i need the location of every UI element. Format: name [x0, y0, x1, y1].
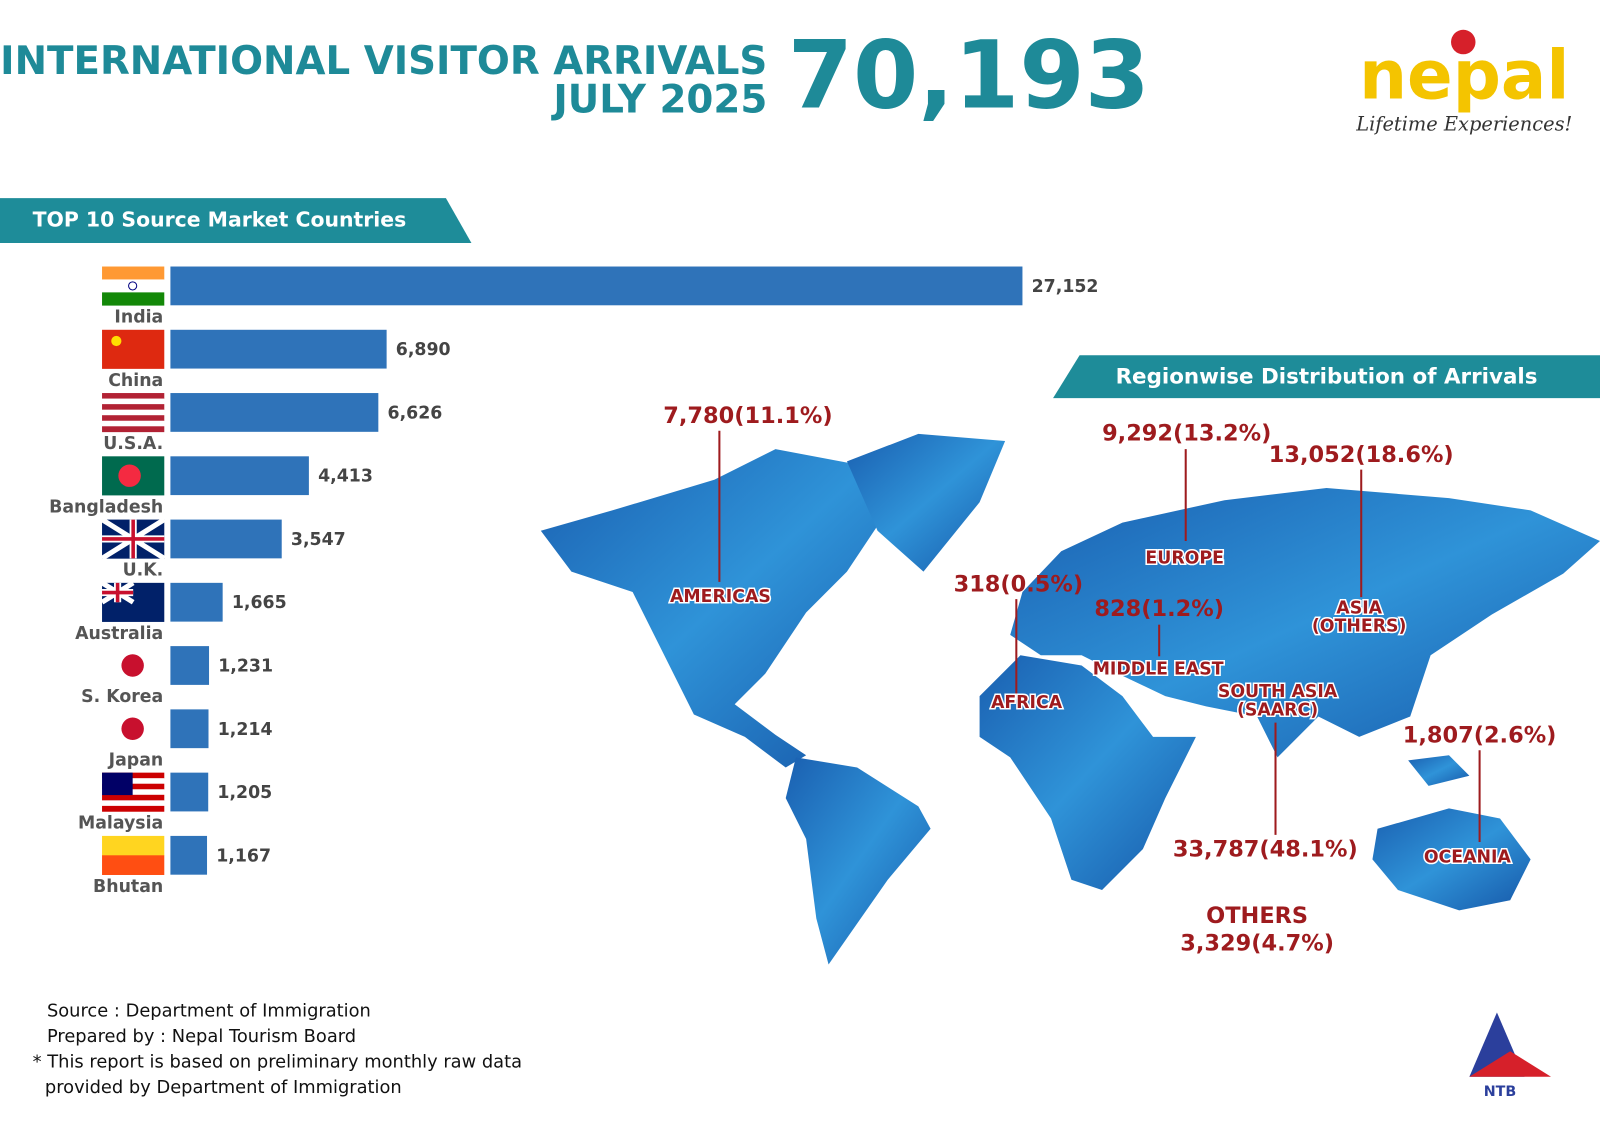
region-value: 1,807(2.6%) [1403, 722, 1557, 748]
category-label: U.K. [123, 561, 164, 581]
flag [102, 393, 165, 399]
region-name: ASIA [1336, 598, 1382, 618]
footer-line: * This report is based on preliminary mo… [33, 1051, 522, 1072]
flag [102, 279, 165, 293]
banner [1053, 355, 1600, 399]
header-total: 70,193 [788, 22, 1150, 131]
value-label: 3,547 [291, 530, 346, 550]
flag [102, 582, 134, 603]
banner [0, 198, 472, 244]
flag [102, 420, 165, 427]
region-value: 828(1.2%) [1094, 596, 1224, 622]
flag [102, 292, 165, 306]
category-label: India [114, 308, 163, 328]
flag [102, 800, 165, 807]
bar [170, 772, 209, 812]
value-label: 27,152 [1032, 277, 1099, 297]
bar [170, 329, 387, 369]
flag [102, 415, 165, 422]
bar [170, 266, 1023, 306]
value-label: 6,626 [388, 403, 443, 423]
flag [121, 717, 144, 740]
category-label: U.S.A. [103, 434, 163, 454]
region-value: 3,329(4.7%) [1180, 931, 1334, 957]
logo-name: nepal [1359, 35, 1569, 114]
flag [102, 794, 165, 801]
footer-line: Source : Department of Immigration [47, 1000, 371, 1021]
region-value: 9,292(13.2%) [1102, 420, 1271, 446]
region-name: (OTHERS) [1312, 617, 1407, 637]
logo-tagline: Lifetime Experiences! [1355, 113, 1572, 136]
region-name: SOUTH ASIA [1218, 682, 1338, 702]
flag [102, 772, 165, 779]
bar [170, 646, 210, 685]
region-value: 33,787(48.1%) [1173, 837, 1358, 863]
flag [121, 654, 144, 677]
bar [170, 835, 208, 875]
value-label: 1,214 [218, 720, 273, 740]
category-label: Malaysia [78, 814, 163, 834]
logo-dot [1451, 29, 1476, 55]
region-name: AFRICA [991, 693, 1063, 713]
flag [102, 805, 165, 812]
flag [102, 398, 165, 405]
flag [111, 335, 122, 347]
world-map [540, 433, 1600, 965]
category-label: Bhutan [93, 877, 163, 897]
ntb-label: NTB [1484, 1084, 1517, 1100]
category-label: Bangladesh [49, 497, 163, 517]
region-value: 318(0.5%) [954, 571, 1084, 597]
value-label: 6,890 [396, 340, 451, 360]
value-label: 4,413 [318, 467, 373, 487]
flag [102, 329, 165, 369]
flag [118, 464, 141, 487]
bar [170, 393, 379, 432]
header-title: INTERNATIONAL VISITOR ARRIVALS [0, 39, 767, 84]
bar [170, 456, 309, 496]
flag [102, 266, 165, 280]
bar [170, 709, 209, 749]
region-name: OCEANIA [1424, 847, 1512, 867]
footer-line: Prepared by : Nepal Tourism Board [47, 1026, 356, 1047]
header-subtitle: JULY 2025 [550, 78, 767, 123]
flag [102, 772, 133, 796]
category-label: Japan [108, 750, 164, 770]
flag [128, 281, 138, 291]
category-label: Australia [75, 624, 163, 644]
region-value: 13,052(18.6%) [1269, 442, 1454, 468]
value-label: 1,665 [232, 593, 287, 613]
flag [102, 855, 165, 875]
flag [102, 426, 165, 433]
flag [102, 409, 165, 416]
region-name: AMERICAS [670, 587, 771, 607]
flag [102, 783, 165, 790]
chart-title: TOP 10 Source Market Countries [33, 208, 407, 232]
bar [170, 582, 223, 622]
region-name: (SAARC) [1237, 700, 1318, 720]
regions-title: Regionwise Distribution of Arrivals [1116, 365, 1538, 390]
flag [102, 789, 165, 796]
value-label: 1,231 [218, 657, 273, 677]
value-label: 1,205 [217, 783, 272, 803]
flag [102, 519, 165, 559]
bar [170, 519, 282, 559]
region-value: 7,780(11.1%) [663, 403, 832, 429]
region-name: MIDDLE EAST [1093, 660, 1224, 680]
footer-line: provided by Department of Immigration [45, 1077, 402, 1098]
region-name: EUROPE [1145, 548, 1224, 568]
ntb-icon [1469, 1051, 1552, 1077]
category-label: China [108, 371, 163, 391]
category-label: S. Korea [81, 687, 163, 707]
flag [102, 835, 165, 856]
region-name: OTHERS [1206, 903, 1308, 929]
flag [102, 404, 165, 410]
flag [102, 778, 165, 785]
value-label: 1,167 [216, 846, 271, 866]
